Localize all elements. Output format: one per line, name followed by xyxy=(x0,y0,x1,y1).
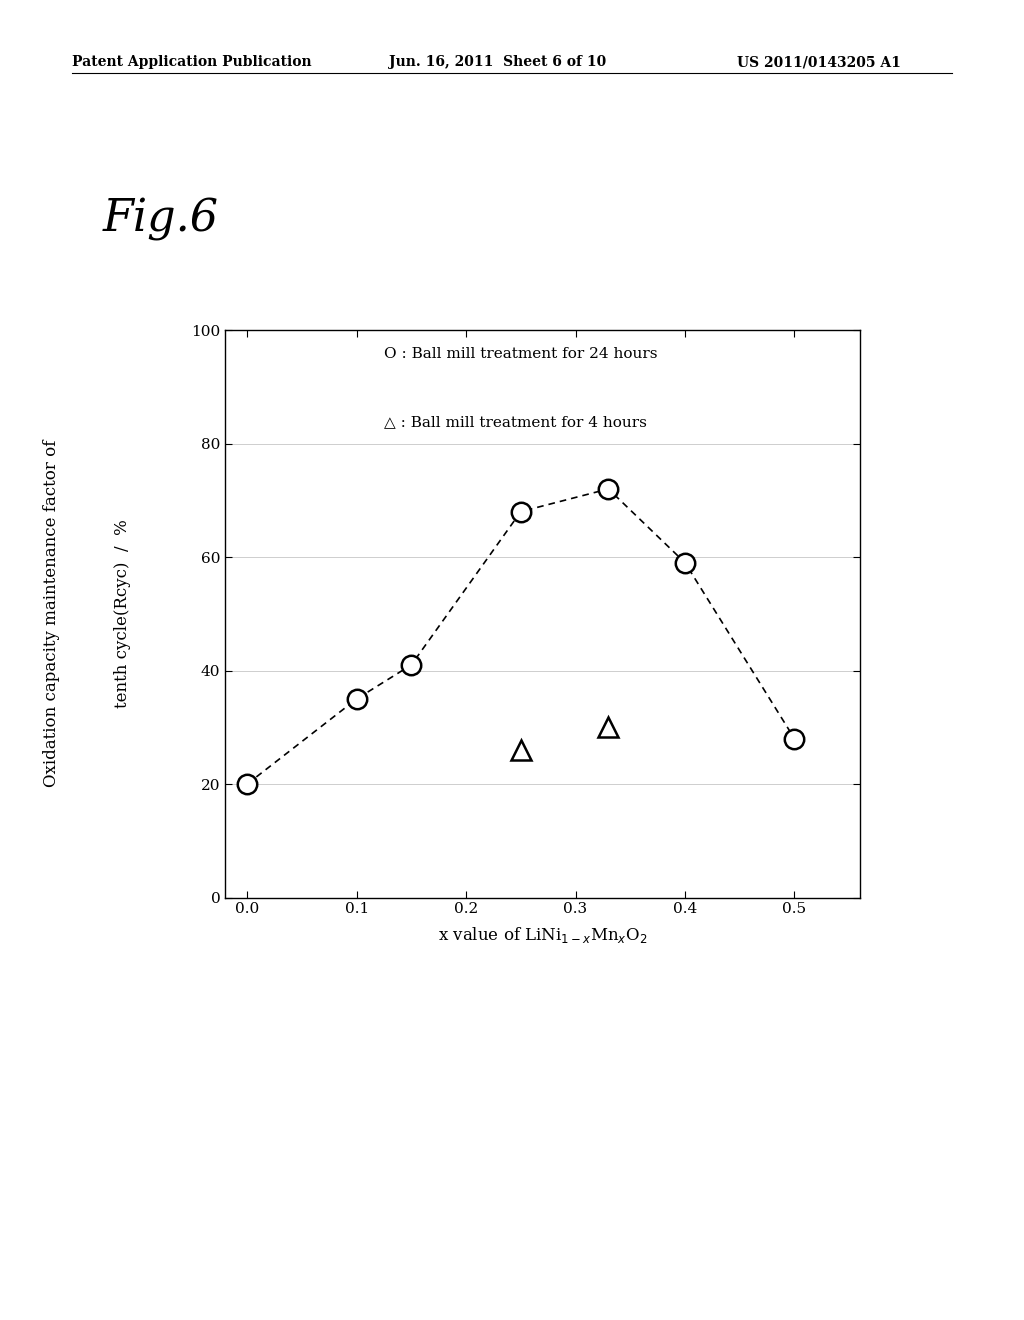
Text: Patent Application Publication: Patent Application Publication xyxy=(72,55,311,70)
Text: O : Ball mill treatment for 24 hours: O : Ball mill treatment for 24 hours xyxy=(384,347,657,362)
Text: tenth cycle(Rcyc)  /  %: tenth cycle(Rcyc) / % xyxy=(115,520,131,708)
Text: Jun. 16, 2011  Sheet 6 of 10: Jun. 16, 2011 Sheet 6 of 10 xyxy=(389,55,606,70)
Text: US 2011/0143205 A1: US 2011/0143205 A1 xyxy=(737,55,901,70)
Text: Fig.6: Fig.6 xyxy=(102,198,218,242)
Text: Oxidation capacity maintenance factor of: Oxidation capacity maintenance factor of xyxy=(43,440,59,788)
X-axis label: x value of LiNi$_{1-x}$Mn$_x$O$_2$: x value of LiNi$_{1-x}$Mn$_x$O$_2$ xyxy=(438,925,647,945)
Text: △ : Ball mill treatment for 4 hours: △ : Ball mill treatment for 4 hours xyxy=(384,416,647,429)
